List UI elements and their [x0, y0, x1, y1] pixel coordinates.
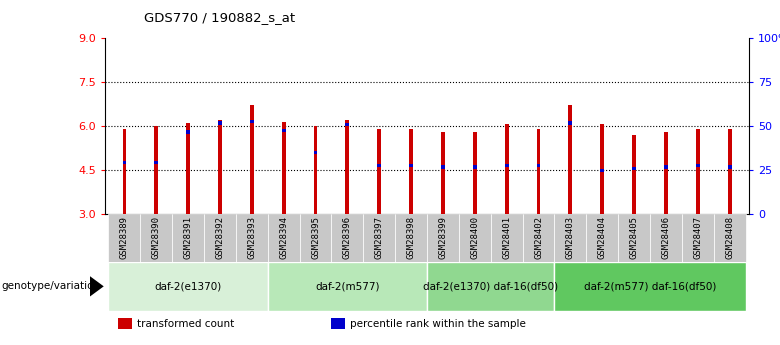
Text: GSM28390: GSM28390 — [152, 216, 161, 259]
Bar — [108, 214, 140, 262]
Text: GSM28392: GSM28392 — [215, 216, 225, 259]
Bar — [108, 262, 268, 310]
Bar — [410, 164, 413, 167]
Text: GSM28391: GSM28391 — [183, 216, 193, 259]
Bar — [664, 165, 668, 169]
Text: GSM28396: GSM28396 — [343, 216, 352, 259]
Text: GSM28400: GSM28400 — [470, 216, 480, 259]
Bar — [154, 126, 158, 214]
Bar — [395, 214, 427, 262]
Text: GSM28389: GSM28389 — [120, 216, 129, 259]
Text: GSM28407: GSM28407 — [693, 216, 702, 259]
Text: GSM28408: GSM28408 — [725, 216, 734, 259]
Bar — [537, 164, 541, 167]
Bar — [331, 318, 345, 329]
Bar — [473, 165, 477, 169]
Bar — [314, 126, 317, 214]
Bar — [633, 135, 636, 214]
Text: GSM28398: GSM28398 — [406, 216, 416, 259]
Bar — [569, 121, 573, 125]
Bar — [186, 130, 190, 134]
Bar — [696, 129, 700, 214]
Bar — [410, 129, 413, 214]
Text: transformed count: transformed count — [137, 319, 235, 329]
Bar — [236, 214, 268, 262]
Bar — [332, 214, 363, 262]
Text: GDS770 / 190882_s_at: GDS770 / 190882_s_at — [144, 11, 296, 24]
Bar — [122, 129, 126, 214]
Bar — [119, 318, 133, 329]
Bar — [633, 167, 636, 170]
Bar — [250, 105, 254, 214]
Bar — [300, 214, 331, 262]
Bar — [473, 132, 477, 214]
Bar — [601, 125, 604, 214]
Bar — [314, 150, 317, 154]
Text: GSM28397: GSM28397 — [374, 216, 384, 259]
Bar — [186, 123, 190, 214]
Bar — [523, 214, 555, 262]
Text: daf-2(m577) daf-16(df50): daf-2(m577) daf-16(df50) — [584, 282, 716, 291]
Text: GSM28393: GSM28393 — [247, 216, 257, 259]
Bar — [696, 164, 700, 167]
Text: GSM28405: GSM28405 — [629, 216, 639, 259]
Text: GSM28402: GSM28402 — [534, 216, 543, 259]
Bar — [682, 214, 714, 262]
Bar — [282, 129, 285, 132]
Bar — [268, 262, 427, 310]
Bar — [346, 123, 349, 126]
Text: GSM28394: GSM28394 — [279, 216, 288, 259]
Bar — [555, 214, 587, 262]
Bar — [441, 165, 445, 169]
Bar — [664, 132, 668, 214]
Bar — [587, 214, 619, 262]
Bar — [204, 214, 236, 262]
Bar — [537, 129, 541, 214]
Bar — [218, 121, 222, 125]
Bar — [459, 214, 491, 262]
Text: daf-2(e1370) daf-16(df50): daf-2(e1370) daf-16(df50) — [424, 282, 558, 291]
Bar — [714, 214, 746, 262]
Bar — [218, 120, 222, 214]
Bar — [441, 132, 445, 214]
Bar — [619, 214, 650, 262]
Text: GSM28399: GSM28399 — [438, 216, 448, 259]
Bar — [427, 262, 555, 310]
Bar — [282, 121, 285, 214]
Text: genotype/variation: genotype/variation — [2, 282, 101, 291]
Bar — [140, 214, 172, 262]
Bar — [154, 161, 158, 164]
Bar — [728, 129, 732, 214]
Text: GSM28403: GSM28403 — [566, 216, 575, 259]
Bar — [378, 129, 381, 214]
Bar — [728, 165, 732, 169]
Bar — [601, 169, 604, 172]
Text: GSM28395: GSM28395 — [311, 216, 320, 259]
Bar — [346, 120, 349, 214]
Bar — [363, 214, 395, 262]
Text: daf-2(e1370): daf-2(e1370) — [154, 282, 222, 291]
Bar — [555, 262, 746, 310]
Bar — [491, 214, 523, 262]
Bar — [378, 164, 381, 167]
Bar — [505, 164, 509, 167]
Bar — [505, 125, 509, 214]
Text: GSM28406: GSM28406 — [661, 216, 671, 259]
Bar — [650, 214, 682, 262]
Text: GSM28404: GSM28404 — [597, 216, 607, 259]
Polygon shape — [90, 276, 104, 297]
Text: GSM28401: GSM28401 — [502, 216, 511, 259]
Bar — [172, 214, 204, 262]
Text: percentile rank within the sample: percentile rank within the sample — [350, 319, 526, 329]
Bar — [250, 120, 254, 123]
Bar — [427, 214, 459, 262]
Bar — [122, 161, 126, 164]
Bar — [569, 105, 573, 214]
Bar — [268, 214, 300, 262]
Text: daf-2(m577): daf-2(m577) — [315, 282, 380, 291]
